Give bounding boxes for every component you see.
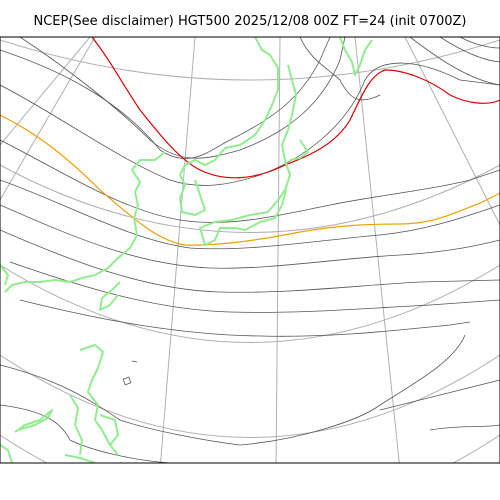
coastlines	[0, 37, 373, 463]
islands	[122, 360, 138, 386]
height-contours	[0, 37, 500, 463]
latitude-lines	[0, 39, 500, 463]
contour-red	[91, 37, 500, 179]
contour-orange	[0, 114, 500, 246]
map-frame	[0, 36, 500, 464]
map-title: NCEP(See disclaimer) HGT500 2025/12/08 0…	[33, 14, 467, 29]
longitude-lines	[0, 37, 500, 463]
